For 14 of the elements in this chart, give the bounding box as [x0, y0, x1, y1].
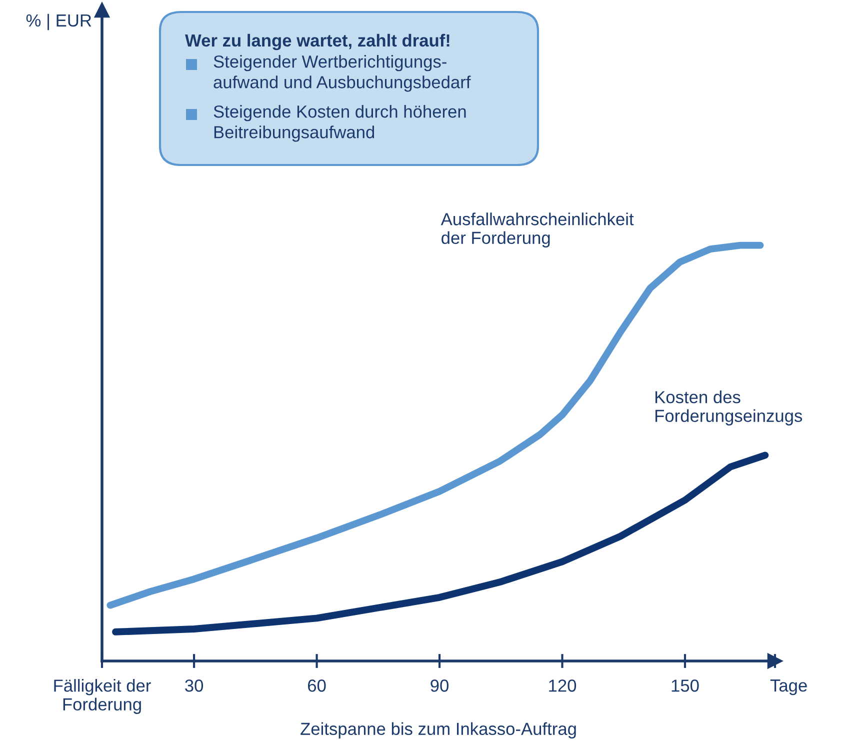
x-tick-label: Fälligkeit der Forderung: [54, 679, 151, 714]
text: Tage: [770, 680, 807, 696]
x-tick-label: 120: [549, 680, 576, 692]
text: % | EUR: [26, 14, 92, 30]
x-axis-title: Zeitspanne bis zum Inkasso-Auftrag: [300, 722, 576, 738]
text: Wer zu lange wartet, zahlt drauf!: [185, 34, 450, 50]
text: Kosten des Forderungseinzugs: [655, 390, 802, 426]
x-tick-label: 150: [672, 680, 699, 692]
text: Ausfallwahrscheinlichkeit der Forderung: [440, 212, 634, 248]
x-tick-label: 90: [430, 680, 448, 692]
x-tick-label: 60: [308, 680, 326, 692]
text: Steigende Kosten durch höheren Beitreibungsaufwand: [214, 105, 466, 142]
x-tick-label: 30: [185, 680, 204, 692]
text: Steigender Wertberichtigungs- aufwand und Ausbuchungsbedarf: [214, 55, 471, 92]
